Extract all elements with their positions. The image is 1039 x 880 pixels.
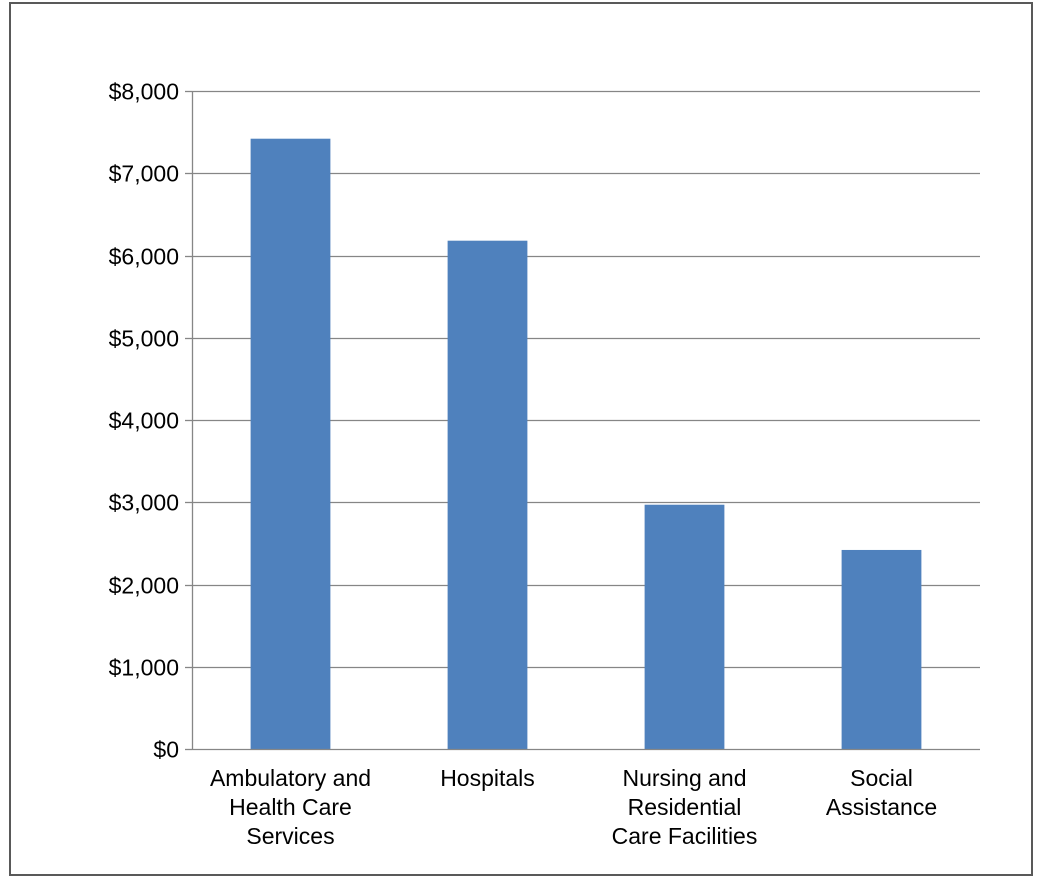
x-category-label: Residential bbox=[628, 794, 742, 820]
x-category-label: Social bbox=[850, 765, 913, 791]
x-category-label: Services bbox=[246, 823, 334, 849]
bar bbox=[447, 240, 528, 749]
y-tick-label: $5,000 bbox=[109, 326, 179, 352]
y-tick-label: $4,000 bbox=[109, 408, 179, 434]
bars bbox=[250, 138, 922, 749]
y-tick-label: $8,000 bbox=[109, 79, 179, 105]
y-tick-labels: $0 $1,000 $2,000 $3,000 $4,000 $5,000 $6,000 $7… bbox=[109, 79, 179, 763]
y-tick-label: $2,000 bbox=[109, 573, 179, 599]
x-category-label: Care Facilities bbox=[612, 823, 758, 849]
x-category-label: Hospitals bbox=[440, 765, 535, 791]
y-tick-label: $3,000 bbox=[109, 490, 179, 516]
x-category-label: Ambulatory and bbox=[210, 765, 371, 791]
y-tick-label: $0 bbox=[153, 737, 179, 763]
x-category-label: Assistance bbox=[826, 794, 937, 820]
y-tick-label: $7,000 bbox=[109, 161, 179, 187]
y-tick-label: $6,000 bbox=[109, 244, 179, 270]
bar bbox=[841, 549, 922, 749]
axes bbox=[185, 90, 980, 751]
x-category-label: Nursing and bbox=[622, 765, 746, 791]
y-tick-label: $1,000 bbox=[109, 655, 179, 681]
bar bbox=[250, 138, 331, 749]
x-category-label: Health Care bbox=[229, 794, 352, 820]
bar bbox=[644, 504, 725, 749]
x-category-labels: Ambulatory and Health Care Services Hospita… bbox=[210, 765, 937, 849]
